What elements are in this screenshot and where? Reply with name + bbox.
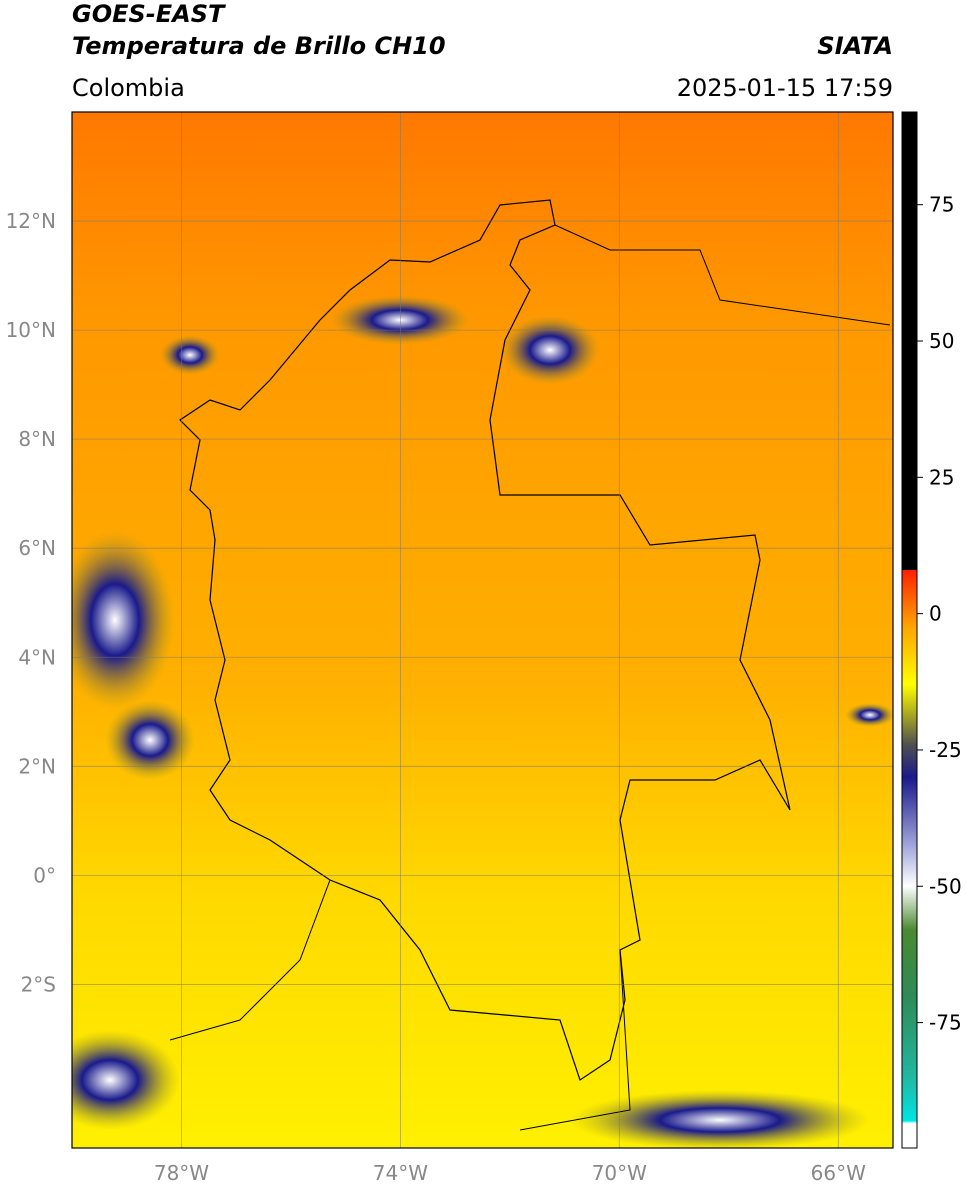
title: GOES-EAST	[72, 0, 226, 28]
colorbar-tick-label: 75	[929, 193, 954, 217]
y-tick-label: 12°N	[6, 209, 56, 233]
country-border	[179, 199, 791, 1081]
colorbar-tick-label: 0	[929, 602, 942, 626]
y-tick-label: 4°N	[18, 645, 56, 669]
colorbar-tick-label: -50	[929, 874, 962, 898]
y-tick-label: 10°N	[6, 318, 56, 342]
cloud	[105, 700, 195, 780]
grid	[72, 112, 893, 1148]
map-background	[72, 112, 893, 1148]
x-tick-label: 70°W	[592, 1161, 647, 1185]
y-tick-label: 6°N	[18, 536, 56, 560]
cloud	[500, 315, 600, 385]
y-tick-label: 0°	[33, 863, 56, 887]
x-tick-label: 78°W	[154, 1161, 209, 1185]
colorbar-tick-label: 50	[929, 329, 954, 353]
subtitle: Temperatura de Brillo CH10	[72, 32, 446, 60]
colorbar-tick-label: -25	[929, 738, 962, 762]
source: SIATA	[817, 32, 893, 60]
coastline	[169, 224, 891, 1131]
y-tick-label: 2°S	[21, 972, 56, 996]
region: Colombia	[72, 74, 185, 102]
colorbar	[901, 111, 918, 1149]
cloud	[72, 1030, 180, 1130]
y-tick-label: 2°N	[18, 754, 56, 778]
cloud	[845, 703, 893, 727]
cloud	[570, 1090, 870, 1148]
colorbar-tick-label: -75	[929, 1011, 962, 1035]
datetime: 2025-01-15 17:59	[677, 74, 893, 102]
cloud	[160, 335, 220, 375]
x-tick-label: 74°W	[373, 1161, 428, 1185]
map-frame	[71, 111, 894, 1149]
map-image	[72, 112, 893, 1148]
x-tick-label: 66°W	[811, 1161, 866, 1185]
cloud	[72, 530, 175, 710]
colorbar-tick-label: 25	[929, 465, 954, 489]
y-tick-label: 8°N	[18, 427, 56, 451]
